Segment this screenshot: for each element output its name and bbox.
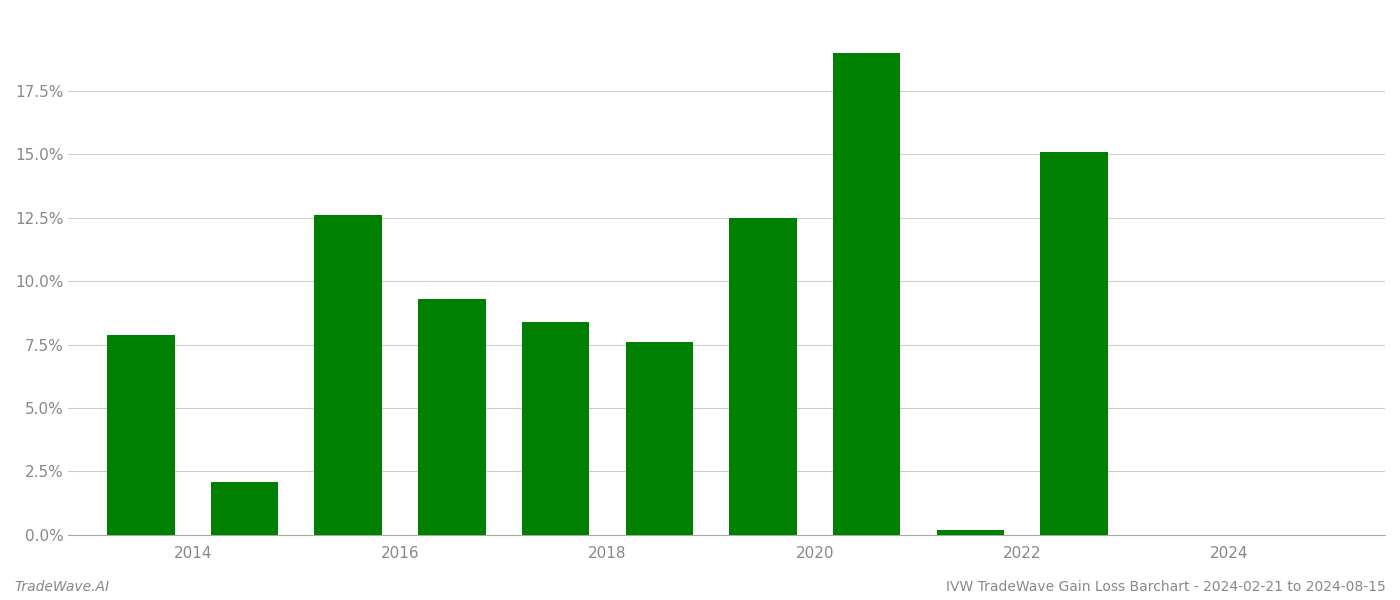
Bar xyxy=(108,335,175,535)
Bar xyxy=(833,53,900,535)
Bar xyxy=(937,530,1004,535)
Text: TradeWave.AI: TradeWave.AI xyxy=(14,580,109,594)
Bar xyxy=(211,482,279,535)
Bar xyxy=(1040,152,1107,535)
Bar xyxy=(315,215,382,535)
Bar xyxy=(419,299,486,535)
Bar xyxy=(729,218,797,535)
Text: IVW TradeWave Gain Loss Barchart - 2024-02-21 to 2024-08-15: IVW TradeWave Gain Loss Barchart - 2024-… xyxy=(946,580,1386,594)
Bar xyxy=(522,322,589,535)
Bar xyxy=(626,342,693,535)
